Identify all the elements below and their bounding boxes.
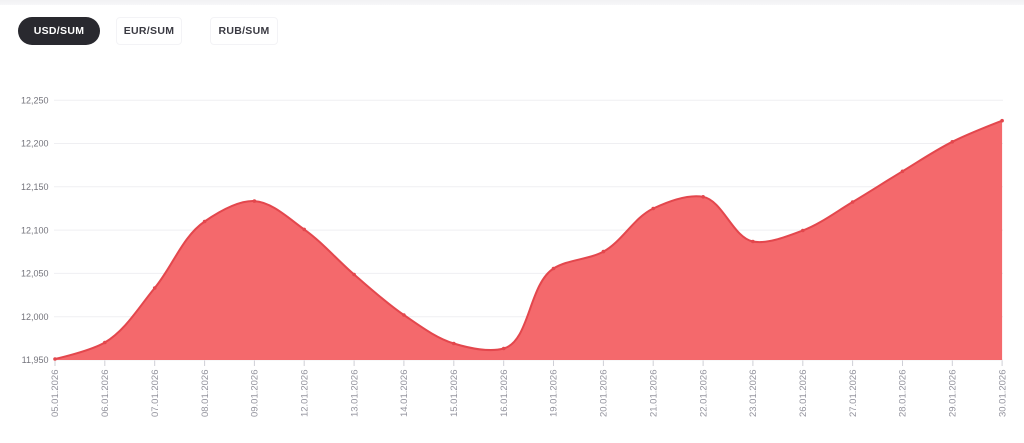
svg-text:13.01.2026: 13.01.2026 (349, 370, 360, 418)
svg-text:23.01.2026: 23.01.2026 (748, 370, 759, 418)
svg-text:19.01.2026: 19.01.2026 (549, 370, 560, 418)
svg-text:30.01.2026: 30.01.2026 (997, 370, 1008, 418)
svg-text:28.01.2026: 28.01.2026 (898, 370, 909, 418)
svg-text:05.01.2026: 05.01.2026 (50, 370, 61, 418)
svg-text:12,250: 12,250 (21, 95, 49, 105)
svg-text:29.01.2026: 29.01.2026 (948, 370, 959, 418)
svg-text:06.01.2026: 06.01.2026 (100, 370, 111, 418)
svg-text:20.01.2026: 20.01.2026 (599, 370, 610, 418)
svg-text:12,000: 12,000 (21, 312, 49, 322)
svg-text:14.01.2026: 14.01.2026 (399, 370, 410, 418)
svg-text:22.01.2026: 22.01.2026 (698, 370, 709, 418)
svg-text:07.01.2026: 07.01.2026 (150, 370, 161, 418)
svg-text:08.01.2026: 08.01.2026 (200, 370, 211, 418)
svg-text:12,150: 12,150 (21, 182, 49, 192)
svg-text:21.01.2026: 21.01.2026 (648, 370, 659, 418)
svg-text:12,100: 12,100 (21, 225, 49, 235)
svg-text:26.01.2026: 26.01.2026 (798, 370, 809, 418)
svg-text:11,950: 11,950 (22, 355, 49, 365)
svg-text:12.01.2026: 12.01.2026 (299, 370, 310, 418)
svg-text:16.01.2026: 16.01.2026 (499, 370, 510, 418)
svg-text:12,200: 12,200 (21, 139, 49, 149)
svg-text:12,050: 12,050 (21, 269, 49, 279)
svg-text:09.01.2026: 09.01.2026 (250, 370, 261, 418)
svg-text:27.01.2026: 27.01.2026 (848, 370, 859, 418)
svg-text:15.01.2026: 15.01.2026 (449, 370, 460, 418)
